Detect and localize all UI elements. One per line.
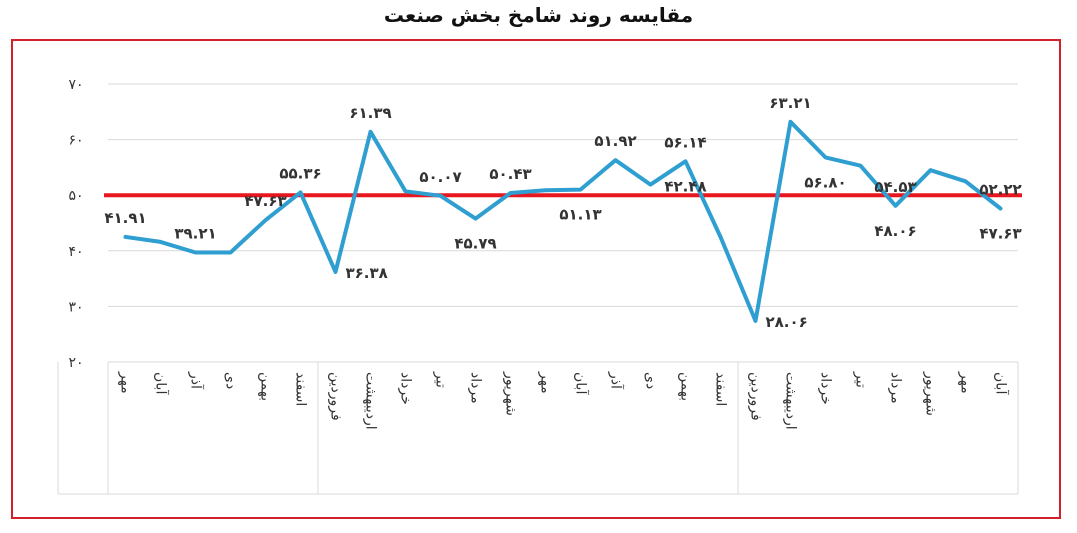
data-label: ۵۴.۵۳ [874, 178, 916, 196]
data-point [404, 189, 407, 193]
category-label: مهر [538, 371, 554, 394]
data-label: ۴۸.۰۶ [874, 222, 916, 240]
category-label: بهمن [678, 372, 694, 401]
category-label: خرداد [398, 372, 414, 405]
category-label: اردیبهشت [363, 372, 379, 430]
data-point [719, 235, 722, 239]
y-tick-label: ۲۰ [68, 355, 83, 371]
y-tick-label: ۷۰ [68, 77, 83, 93]
category-label: آبان [153, 372, 170, 395]
category-label: اسفند [293, 372, 309, 406]
data-point [159, 240, 162, 244]
data-point [474, 217, 477, 221]
data-label: ۵۶.۸۰ [804, 173, 846, 191]
category-label: آبان [993, 372, 1010, 395]
data-label: ۲۸.۰۶ [766, 313, 808, 331]
data-point [859, 164, 862, 168]
data-label: ۴۵.۷۹ [454, 235, 496, 253]
data-label: ۵۱.۹۲ [594, 132, 636, 150]
data-label: ۳۹.۲۱ [174, 224, 216, 242]
data-point [649, 183, 652, 187]
category-label: فروردین [748, 372, 764, 421]
data-point [684, 159, 687, 163]
data-label: ۴۱.۹۱ [104, 209, 146, 227]
category-label: شهریور [503, 371, 519, 416]
y-tick-label: ۵۰ [68, 188, 83, 204]
data-point [544, 188, 547, 192]
data-label: ۴۷.۶۳ [979, 225, 1021, 243]
data-point [614, 158, 617, 162]
category-label: اسفند [713, 372, 729, 406]
category-label: شهریور [923, 371, 939, 416]
y-tick-label: ۴۰ [68, 244, 83, 260]
category-label: تیر [853, 371, 869, 388]
category-label: اردیبهشت [783, 372, 799, 430]
data-label: ۶۳.۲۱ [769, 94, 811, 112]
data-label: ۳۶.۳۸ [346, 264, 388, 282]
data-label: ۴۷.۶۳ [244, 192, 286, 210]
data-label: ۵۶.۱۴ [664, 133, 706, 151]
category-label: فروردین [328, 372, 344, 421]
data-point [229, 250, 232, 254]
y-tick-label: ۳۰ [68, 299, 83, 315]
data-label: ۵۱.۱۳ [559, 206, 601, 224]
chart-frame [11, 39, 1061, 519]
category-label: مرداد [468, 372, 484, 404]
data-point [264, 218, 267, 222]
category-label: مهر [118, 371, 134, 394]
page-title: مقایسه روند شامخ بخش صنعت [383, 3, 694, 27]
data-point [194, 250, 197, 254]
category-label: تیر [433, 371, 449, 388]
data-point [509, 191, 512, 195]
category-label: دی [643, 372, 659, 389]
category-label: آبان [573, 372, 590, 395]
data-point [929, 168, 932, 172]
data-label: ۶۱.۳۹ [349, 104, 391, 122]
data-label: ۵۵.۳۶ [279, 164, 321, 182]
series-line [123, 119, 1003, 323]
data-point [754, 319, 757, 323]
data-point [334, 270, 337, 274]
data-point [964, 179, 967, 183]
data-point [824, 155, 827, 159]
data-point [299, 190, 302, 194]
category-label: مهر [958, 371, 974, 394]
data-point [999, 207, 1002, 211]
data-point [439, 194, 442, 198]
data-label: ۵۰.۰۷ [419, 168, 461, 186]
category-label: خرداد [818, 372, 834, 405]
category-label: دی [223, 372, 239, 389]
category-label: آذر [608, 371, 625, 390]
data-point [579, 188, 582, 192]
data-label: ۵۲.۲۲ [979, 181, 1021, 199]
data-point [789, 120, 792, 124]
y-tick-label: ۶۰ [68, 133, 83, 149]
data-label: ۴۲.۴۸ [664, 177, 706, 195]
data-point [369, 130, 372, 134]
category-label: بهمن [258, 372, 274, 401]
category-label: آذر [188, 371, 205, 390]
data-point [894, 204, 897, 208]
data-point [124, 235, 127, 239]
data-label: ۵۰.۴۳ [489, 165, 531, 183]
category-label: مرداد [888, 372, 904, 404]
